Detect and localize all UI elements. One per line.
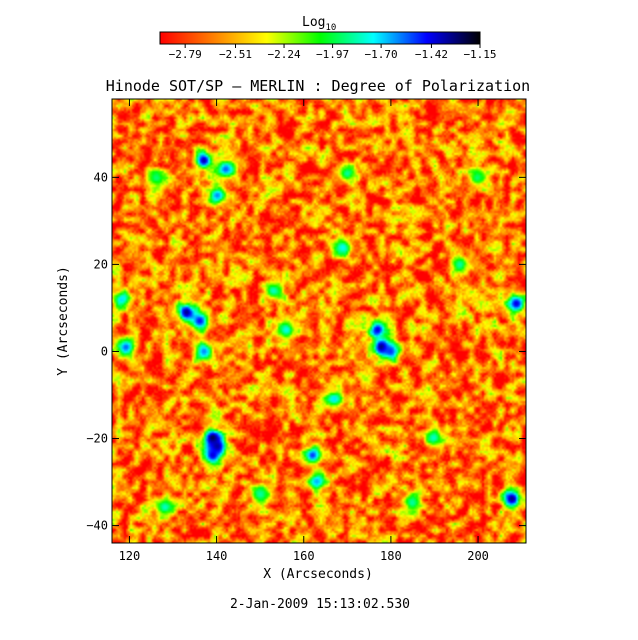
colorbar-tick-label: −1.97 [316, 48, 349, 61]
y-tick-label: 0 [101, 344, 108, 358]
chart-title: Hinode SOT/SP – MERLIN : Degree of Polar… [106, 77, 530, 95]
x-tick-label: 140 [206, 549, 228, 563]
colorbar-tick-label: −1.15 [463, 48, 496, 61]
x-tick-label: 160 [293, 549, 315, 563]
colorbar-tick-label: −2.51 [219, 48, 252, 61]
colorbar-tick-label: −1.42 [415, 48, 448, 61]
heatmap-image [112, 99, 526, 543]
x-tick-label: 120 [119, 549, 141, 563]
timestamp: 2-Jan-2009 15:13:02.530 [230, 597, 410, 612]
x-tick-label: 200 [467, 549, 489, 563]
plot-frame [111, 98, 527, 544]
colorbar-ticks: −2.79 −2.51 −2.24 −1.97 −1.70 −1.42 −1.15 [169, 44, 497, 61]
colorbar-tick-label: −1.70 [365, 48, 398, 61]
x-tick-label: 180 [380, 549, 402, 563]
colorbar: Log10 −2.79 −2.51 −2.24 −1.97 −1.70 −1.42 −1.1… [159, 15, 497, 61]
y-tick-label: −40 [86, 519, 108, 533]
colorbar-gradient [159, 31, 481, 45]
y-axis-label: Y (Arcseconds) [56, 266, 71, 376]
y-axis: −40 −20 0 20 40 [86, 170, 526, 533]
y-tick-label: −20 [86, 432, 108, 446]
y-tick-label: 20 [94, 257, 108, 271]
x-axis-label: X (Arcseconds) [263, 567, 373, 582]
x-axis: 120 140 160 180 200 [119, 99, 489, 563]
plot-area: 120 140 160 180 200 −40 −20 0 20 40 [86, 98, 527, 563]
y-tick-label: 40 [94, 170, 108, 184]
colorbar-tick-label: −2.79 [169, 48, 202, 61]
colorbar-label: Log10 [302, 15, 336, 33]
colorbar-tick-label: −2.24 [267, 48, 300, 61]
